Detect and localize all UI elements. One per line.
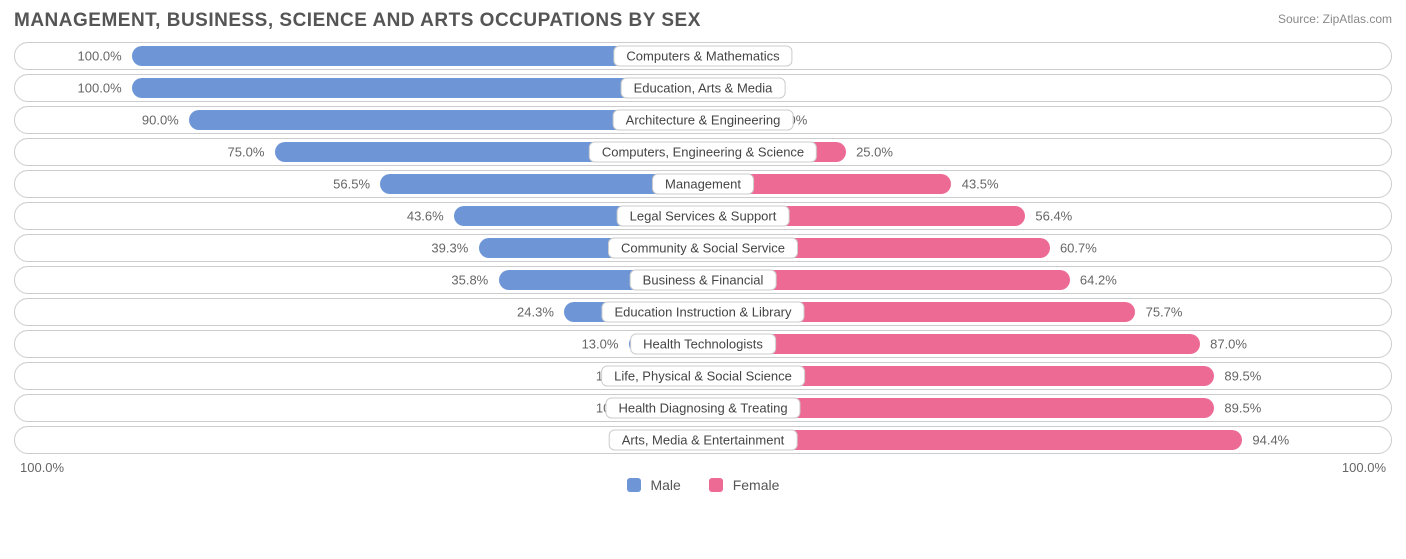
- male-pct-label: 43.6%: [407, 209, 444, 224]
- chart-row: 75.0% 25.0% Computers, Engineering & Scien…: [14, 138, 1392, 166]
- legend-male-label: Male: [650, 477, 680, 493]
- x-axis: 100.0% 100.0%: [14, 454, 1392, 475]
- chart-source: Source: ZipAtlas.com: [1278, 10, 1392, 26]
- female-bar: [703, 334, 1200, 354]
- female-pct-label: 75.7%: [1146, 305, 1183, 320]
- category-label: Health Technologists: [630, 334, 776, 355]
- chart-header: MANAGEMENT, BUSINESS, SCIENCE AND ARTS O…: [14, 10, 1392, 32]
- category-label: Education Instruction & Library: [601, 302, 804, 323]
- chart-row: 35.8% 64.2% Business & Financial: [14, 266, 1392, 294]
- male-bar: [132, 78, 703, 98]
- category-label: Arts, Media & Entertainment: [609, 430, 798, 451]
- source-name: ZipAtlas.com: [1323, 12, 1392, 26]
- male-pct-label: 56.5%: [333, 177, 370, 192]
- chart-row: 56.5% 43.5% Management: [14, 170, 1392, 198]
- chart-row: 100.0%0.0%Education, Arts & Media: [14, 74, 1392, 102]
- legend-female: Female: [709, 477, 780, 493]
- female-pct-label: 89.5%: [1224, 401, 1261, 416]
- male-pct-label: 24.3%: [517, 305, 554, 320]
- legend-male: Male: [627, 477, 681, 493]
- male-pct-label: 100.0%: [78, 49, 122, 64]
- male-pct-label: 35.8%: [451, 273, 488, 288]
- male-pct-label: 39.3%: [431, 241, 468, 256]
- category-label: Community & Social Service: [608, 238, 798, 259]
- source-label: Source:: [1278, 12, 1319, 26]
- female-pct-label: 56.4%: [1035, 209, 1072, 224]
- male-pct-label: 13.0%: [582, 337, 619, 352]
- category-label: Life, Physical & Social Science: [601, 366, 805, 387]
- legend-female-swatch: [709, 478, 723, 492]
- chart-row: 10.5%89.5%Life, Physical & Social Scienc…: [14, 362, 1392, 390]
- chart-row: 13.0% 87.0% Health Technologists: [14, 330, 1392, 358]
- category-label: Management: [652, 174, 754, 195]
- chart-row: 100.0%0.0%Computers & Mathematics: [14, 42, 1392, 70]
- category-label: Architecture & Engineering: [613, 110, 794, 131]
- female-pct-label: 87.0%: [1210, 337, 1247, 352]
- category-label: Computers, Engineering & Science: [589, 142, 817, 163]
- female-pct-label: 25.0%: [856, 145, 893, 160]
- chart-row: 90.0%10.0%Architecture & Engineering: [14, 106, 1392, 134]
- legend-male-swatch: [627, 478, 641, 492]
- male-pct-label: 100.0%: [78, 81, 122, 96]
- male-pct-label: 75.0%: [228, 145, 265, 160]
- chart-row: 43.6% 56.4% Legal Services & Support: [14, 202, 1392, 230]
- category-label: Business & Financial: [630, 270, 777, 291]
- female-pct-label: 89.5%: [1224, 369, 1261, 384]
- chart-title: MANAGEMENT, BUSINESS, SCIENCE AND ARTS O…: [14, 10, 701, 32]
- category-label: Computers & Mathematics: [613, 46, 792, 67]
- chart-row: 5.6%94.4%Arts, Media & Entertainment: [14, 426, 1392, 454]
- female-pct-label: 43.5%: [962, 177, 999, 192]
- chart-row: 10.5%89.5%Health Diagnosing & Treating: [14, 394, 1392, 422]
- category-label: Health Diagnosing & Treating: [605, 398, 800, 419]
- axis-left-label: 100.0%: [20, 460, 64, 475]
- legend-female-label: Female: [733, 477, 780, 493]
- category-label: Legal Services & Support: [617, 206, 790, 227]
- chart-row: 24.3% 75.7% Education Instruction & Librar…: [14, 298, 1392, 326]
- male-pct-label: 90.0%: [142, 113, 179, 128]
- diverging-bar-chart: 100.0%0.0%Computers & Mathematics 100.0%0…: [14, 42, 1392, 454]
- female-pct-label: 94.4%: [1252, 433, 1289, 448]
- female-pct-label: 64.2%: [1080, 273, 1117, 288]
- female-pct-label: 60.7%: [1060, 241, 1097, 256]
- legend: Male Female: [14, 477, 1392, 493]
- category-label: Education, Arts & Media: [621, 78, 786, 99]
- chart-row: 39.3% 60.7% Community & Social Service: [14, 234, 1392, 262]
- axis-right-label: 100.0%: [1342, 460, 1386, 475]
